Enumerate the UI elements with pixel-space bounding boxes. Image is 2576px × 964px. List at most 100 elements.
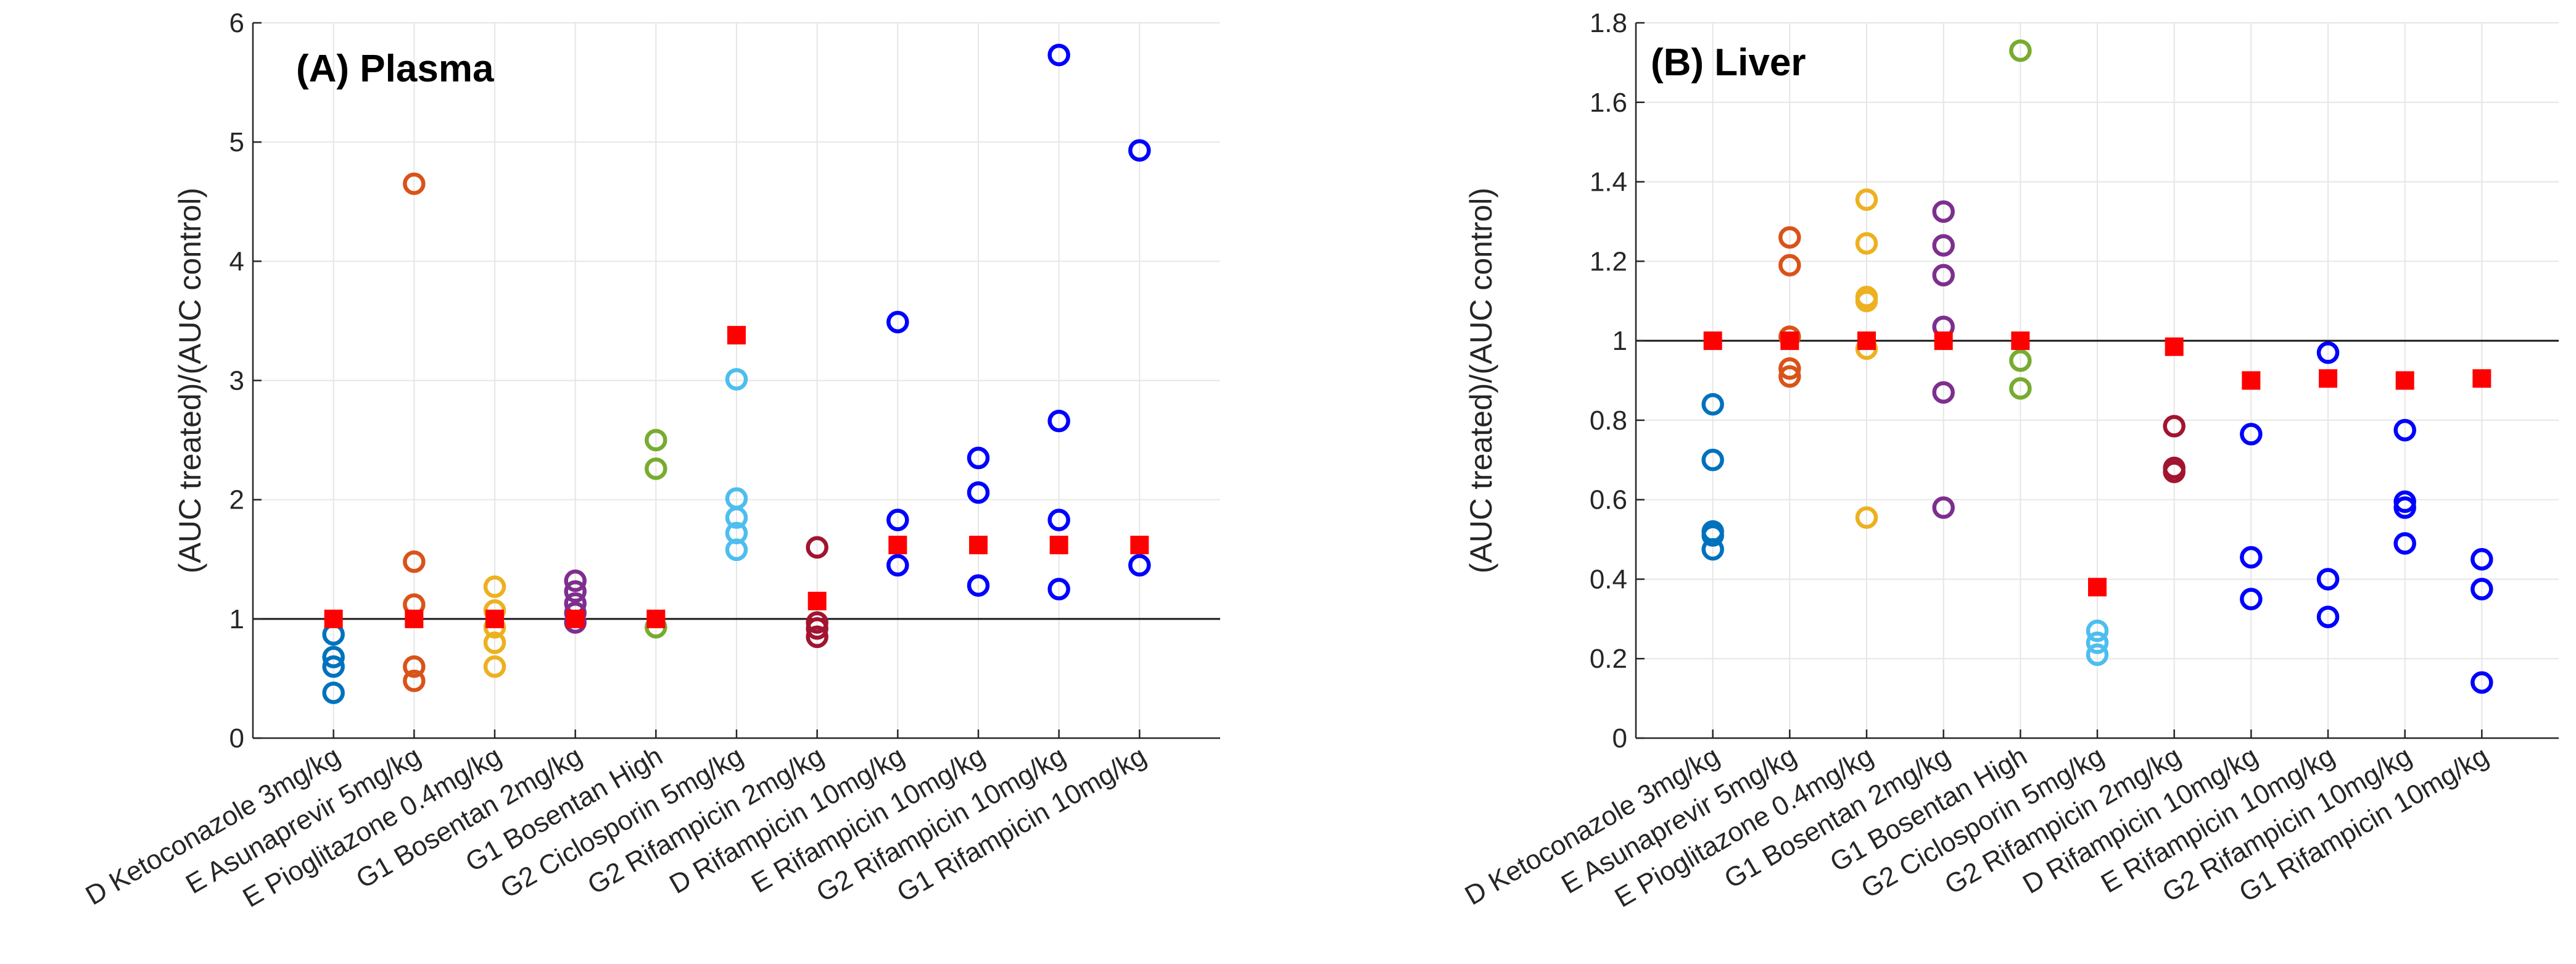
observed-point xyxy=(2393,418,2416,442)
observed-point xyxy=(2471,578,2493,600)
observed-point xyxy=(483,575,506,598)
observed-point xyxy=(1047,509,1070,531)
observed-point xyxy=(483,631,506,654)
y-tick-label: 1 xyxy=(1612,326,1627,356)
predicted-marker xyxy=(2395,371,2414,390)
observed-point xyxy=(2086,643,2109,667)
predicted-marker xyxy=(1049,536,1068,555)
y-tick-label: 2 xyxy=(229,485,244,515)
observed-point xyxy=(967,481,990,504)
y-tick-label: 0 xyxy=(1612,723,1627,754)
observed-point xyxy=(1701,393,1724,416)
predicted-marker xyxy=(888,536,907,555)
observed-point xyxy=(2393,532,2416,555)
observed-point xyxy=(483,655,506,678)
predicted-marker xyxy=(969,536,988,555)
observed-point xyxy=(1701,538,1724,561)
y-tick-label: 0.6 xyxy=(1590,485,1627,515)
observed-point xyxy=(403,550,426,573)
predicted-marker xyxy=(324,609,343,628)
y-tick-label: 1.8 xyxy=(1590,8,1627,38)
observed-point xyxy=(2086,631,2109,654)
predicted-marker xyxy=(2242,371,2261,390)
observed-point xyxy=(2009,39,2032,62)
observed-point xyxy=(564,569,587,592)
observed-point xyxy=(1932,234,1955,257)
y-tick-label: 1.4 xyxy=(1590,167,1627,197)
observed-point xyxy=(967,446,990,470)
y-tick-label: 6 xyxy=(229,8,244,38)
observed-point xyxy=(1778,226,1801,249)
observed-point xyxy=(806,617,828,640)
y-tick-label: 5 xyxy=(229,127,244,157)
observed-point xyxy=(645,457,667,480)
observed-point xyxy=(403,172,426,196)
y-tick-label: 1.2 xyxy=(1590,246,1627,276)
observed-point xyxy=(2393,496,2416,519)
observed-point xyxy=(2316,341,2340,364)
y-tick-label: 4 xyxy=(229,246,244,276)
predicted-marker xyxy=(1934,331,1953,351)
predicted-marker xyxy=(2319,369,2337,388)
observed-point xyxy=(1778,365,1801,388)
observed-point xyxy=(1932,264,1955,287)
predicted-marker xyxy=(566,609,585,628)
observed-point xyxy=(1047,43,1070,67)
y-axis-label: (AUC treated)/(AUC control) xyxy=(173,188,207,573)
observed-point xyxy=(886,509,909,531)
observed-point xyxy=(1128,554,1151,577)
observed-point xyxy=(1701,449,1724,472)
observed-point xyxy=(1932,381,1955,404)
observed-point xyxy=(967,574,990,597)
observed-point xyxy=(1855,232,1878,255)
predicted-marker xyxy=(727,326,746,345)
predicted-marker xyxy=(485,609,504,628)
observed-point xyxy=(725,506,748,529)
predicted-marker xyxy=(2472,369,2491,388)
observed-point xyxy=(564,580,587,603)
predicted-marker xyxy=(2165,337,2184,356)
observed-point xyxy=(2471,548,2493,571)
observed-point xyxy=(2316,568,2340,591)
predicted-marker xyxy=(1780,331,1799,351)
y-tick-label: 0 xyxy=(229,723,244,754)
predicted-marker xyxy=(1703,331,1722,351)
observed-point xyxy=(2009,377,2032,400)
observed-point xyxy=(2240,588,2263,610)
observed-point xyxy=(2240,423,2263,446)
predicted-marker xyxy=(2011,331,2030,351)
panel-title: (A) Plasma xyxy=(296,48,494,90)
predicted-marker xyxy=(646,609,666,628)
observed-point xyxy=(2240,546,2263,569)
observed-point xyxy=(886,554,909,577)
predicted-marker xyxy=(807,591,827,610)
panel-title: (B) Liver xyxy=(1651,41,1806,84)
observed-point xyxy=(645,428,667,452)
observed-point xyxy=(2163,460,2186,483)
predicted-marker xyxy=(1130,536,1149,555)
observed-point xyxy=(806,625,828,649)
observed-point xyxy=(725,368,748,391)
observed-point xyxy=(322,646,345,668)
y-tick-label: 0.4 xyxy=(1590,564,1627,594)
observed-point xyxy=(2086,619,2109,642)
y-tick-label: 1 xyxy=(229,604,244,634)
observed-point xyxy=(1047,578,1070,600)
observed-point xyxy=(403,670,426,692)
predicted-marker xyxy=(405,609,424,628)
observed-point xyxy=(806,536,828,559)
observed-point xyxy=(1855,506,1878,529)
y-axis-label: (AUC treated)/(AUC control) xyxy=(1464,188,1498,573)
observed-point xyxy=(1855,188,1878,211)
observed-point xyxy=(2316,605,2340,628)
observed-point xyxy=(2163,415,2186,438)
predicted-marker xyxy=(1857,331,1876,351)
observed-point xyxy=(322,681,345,704)
observed-point xyxy=(1932,200,1955,223)
y-tick-label: 0.8 xyxy=(1590,405,1627,436)
y-tick-label: 1.6 xyxy=(1590,88,1627,118)
y-tick-label: 0.2 xyxy=(1590,644,1627,674)
observed-point xyxy=(1855,289,1878,312)
